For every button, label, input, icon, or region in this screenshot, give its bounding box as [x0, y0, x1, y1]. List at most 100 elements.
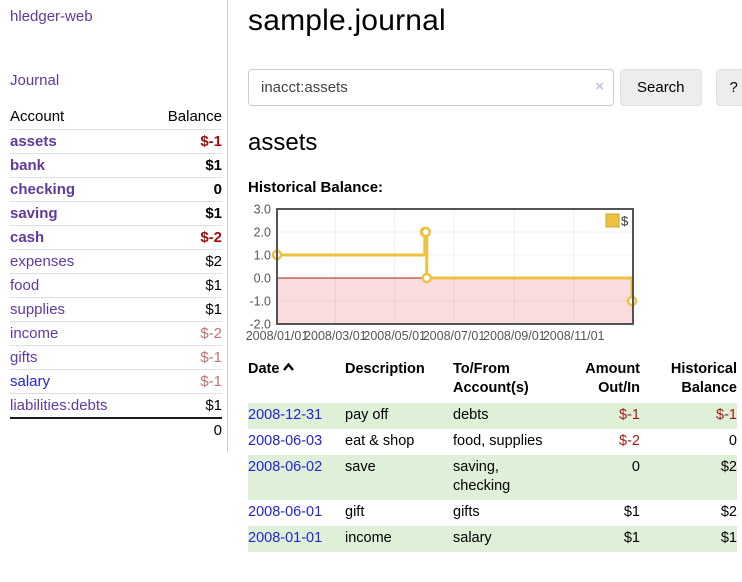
account-balance: $1 — [146, 201, 222, 226]
account-link-assets[interactable]: assets — [10, 133, 57, 150]
account-link-expenses[interactable]: expenses — [10, 253, 75, 270]
clear-search-icon[interactable]: × — [595, 78, 604, 95]
account-balance: $1 — [146, 153, 222, 178]
sidebar: hledger-web Journal Account Balance asse… — [0, 0, 228, 452]
transaction-date-cell: 2008-01-01 — [248, 526, 345, 552]
transaction-description-cell: eat & shop — [345, 433, 415, 449]
account-link-cash[interactable]: cash — [10, 229, 45, 246]
account-link-saving[interactable]: saving — [10, 205, 58, 222]
transaction-accounts-cell: salary — [453, 530, 492, 546]
transaction-balance-cell: $2 — [720, 459, 737, 475]
help-button[interactable]: ? — [715, 69, 742, 106]
transaction-date-cell: 2008-12-31 — [248, 403, 345, 429]
transaction-amount-cell: $-1 — [619, 407, 640, 423]
account-link-supplies[interactable]: supplies — [10, 301, 66, 318]
account-balance: $1 — [146, 273, 222, 298]
transaction-date-link[interactable]: 2008-01-01 — [248, 530, 323, 546]
account-link-bank[interactable]: bank — [10, 157, 46, 174]
accounts-body: assets $-1 bank $1 checking 0 saving $1 cash $-2 e… — [10, 129, 222, 418]
account-row: food $1 — [10, 273, 222, 298]
account-balance: $-1 — [146, 345, 222, 370]
x-tick-label: 2008/01/01 — [246, 329, 309, 343]
transaction-amount-cell: $1 — [623, 530, 640, 546]
account-link-checking[interactable]: checking — [10, 181, 76, 198]
register-row: 2008-12-31 pay off debts $-1 $-1 — [248, 403, 737, 429]
accounts-table: Account Balance assets $-1 bank $1 checking 0… — [10, 104, 222, 442]
account-row: expenses $2 — [10, 249, 222, 274]
account-row: checking 0 — [10, 177, 222, 202]
transaction-description-cell: income — [345, 530, 392, 546]
account-row: assets $-1 — [10, 129, 222, 154]
transaction-amount-cell: $1 — [623, 504, 640, 520]
account-row: gifts $-1 — [10, 345, 222, 370]
app-title-link[interactable]: hledger-web — [10, 8, 93, 25]
transaction-date-link[interactable]: 2008-12-31 — [248, 407, 323, 423]
register-header-amount: Amount Out/In — [585, 361, 640, 396]
data-point-marker — [420, 226, 432, 238]
transaction-accounts-cell: saving, checking — [453, 459, 511, 494]
transaction-date-cell: 2008-06-01 — [248, 500, 345, 526]
plot-border — [276, 208, 634, 325]
accounts-header-account: Account — [10, 108, 65, 125]
legend-swatch — [605, 213, 620, 228]
register-table: Date Description To/From Account(s) Amou… — [248, 358, 737, 552]
y-tick-label: 0.0 — [254, 272, 271, 286]
register-header-description: Description — [345, 361, 425, 377]
account-row: cash $-2 — [10, 225, 222, 250]
search-input-wrap: × — [248, 69, 614, 106]
y-tick-label: -1.0 — [249, 295, 271, 309]
account-balance: $1 — [146, 393, 222, 418]
transaction-date-cell: 2008-06-02 — [248, 455, 345, 500]
x-tick-label: 2008/03/01 — [304, 329, 367, 343]
transaction-balance-cell: $1 — [720, 530, 737, 546]
y-tick-label: 1.0 — [254, 249, 271, 263]
main-content: sample.journal × Search ? assets Histori… — [246, 0, 742, 552]
account-balance: $-2 — [146, 321, 222, 346]
y-tick-label: 2.0 — [254, 226, 271, 240]
account-balance: 0 — [146, 177, 222, 202]
transaction-balance-cell: $-1 — [716, 407, 737, 423]
transaction-accounts-cell: debts — [453, 407, 489, 423]
search-bar: × Search ? — [248, 69, 742, 106]
search-input[interactable] — [248, 69, 614, 106]
x-tick-label: 2008/07/01 — [423, 329, 486, 343]
account-balance: $2 — [146, 249, 222, 274]
register-row: 2008-01-01 income salary $1 $1 — [248, 526, 737, 552]
account-link-income[interactable]: income — [10, 325, 59, 342]
register-row: 2008-06-03 eat & shop food, supplies $-2 0 — [248, 429, 737, 455]
accounts-total-row: 0 — [10, 417, 222, 442]
chart-heading: Historical Balance: — [248, 179, 384, 196]
register-body: 2008-12-31 pay off debts $-1 $-1 2008-06-03 ea… — [248, 403, 737, 552]
account-link-liabilities-debts[interactable]: liabilities:debts — [10, 397, 108, 414]
page-title: sample.journal — [248, 4, 446, 37]
transaction-description-cell: save — [345, 459, 376, 475]
account-heading: assets — [248, 129, 318, 156]
register-header-date[interactable]: Date — [248, 358, 345, 403]
x-tick-label: 2008/09/01 — [483, 329, 546, 343]
sidebar-item-journal[interactable]: Journal — [10, 72, 60, 89]
transaction-accounts-cell: food, supplies — [453, 433, 543, 449]
negative-region — [277, 278, 633, 324]
accounts-total-value: 0 — [146, 417, 222, 442]
account-balance: $1 — [146, 297, 222, 322]
account-link-food[interactable]: food — [10, 277, 40, 294]
transaction-date-link[interactable]: 2008-06-02 — [248, 459, 323, 475]
transaction-date-link[interactable]: 2008-06-01 — [248, 504, 323, 520]
accounts-total-spacer — [10, 417, 147, 442]
transaction-balance-cell: 0 — [728, 433, 737, 449]
account-link-salary[interactable]: salary — [10, 373, 51, 390]
account-row: supplies $1 — [10, 297, 222, 322]
register-row: 2008-06-02 save saving, checking 0 $2 — [248, 455, 737, 500]
transaction-date-cell: 2008-06-03 — [248, 429, 345, 455]
account-balance: $-1 — [146, 369, 222, 394]
x-tick-label: 2008/11/01 — [543, 329, 605, 343]
y-tick-label: 3.0 — [254, 203, 271, 217]
transaction-amount-cell: 0 — [631, 459, 640, 475]
transaction-description-cell: pay off — [345, 407, 389, 423]
search-button[interactable]: Search — [620, 69, 702, 106]
register-header-balance: Historical Balance — [670, 361, 737, 396]
transaction-date-link[interactable]: 2008-06-03 — [248, 433, 323, 449]
transaction-amount-cell: $-2 — [619, 433, 640, 449]
account-link-gifts[interactable]: gifts — [10, 349, 38, 366]
